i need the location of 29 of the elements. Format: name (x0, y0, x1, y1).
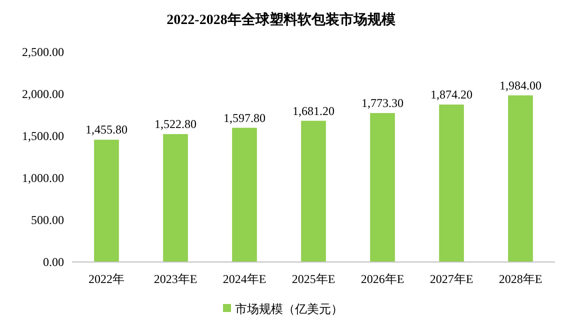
data-label: 1,522.80 (154, 117, 196, 132)
chart-title: 2022-2028年全球塑料软包装市场规模 (166, 11, 396, 28)
bar (370, 113, 395, 262)
x-tick-label: 2024年E (222, 272, 266, 286)
data-label: 1,773.30 (362, 96, 404, 110)
x-tick-label: 2025年E (292, 272, 336, 286)
data-label: 1,874.20 (430, 88, 472, 102)
y-tick-label: 2,000.00 (22, 87, 64, 101)
y-tick-label: 2,500.00 (22, 45, 64, 59)
x-tick-label: 2023年E (154, 272, 198, 286)
bar (232, 128, 257, 262)
bar (439, 104, 464, 262)
x-tick-label: 2027年E (430, 272, 474, 286)
bar (508, 95, 533, 262)
y-tick-label: 0.00 (43, 255, 64, 269)
x-tick-label: 2028年E (498, 272, 542, 286)
legend-label: 市场规模（亿美元） (235, 302, 343, 316)
y-tick-label: 1,500.00 (22, 129, 64, 143)
bar (301, 120, 326, 262)
bar (163, 134, 188, 262)
y-tick-label: 500.00 (31, 213, 64, 227)
data-label: 1,597.80 (224, 110, 266, 125)
x-tick-label: 2022年 (88, 272, 124, 286)
data-label: 1,681.20 (292, 104, 334, 118)
bar (94, 140, 119, 262)
x-tick-label: 2026年E (360, 272, 404, 286)
data-label: 1,984.00 (500, 78, 542, 92)
y-tick-label: 1,000.00 (22, 171, 64, 185)
data-label: 1,455.80 (86, 122, 128, 137)
